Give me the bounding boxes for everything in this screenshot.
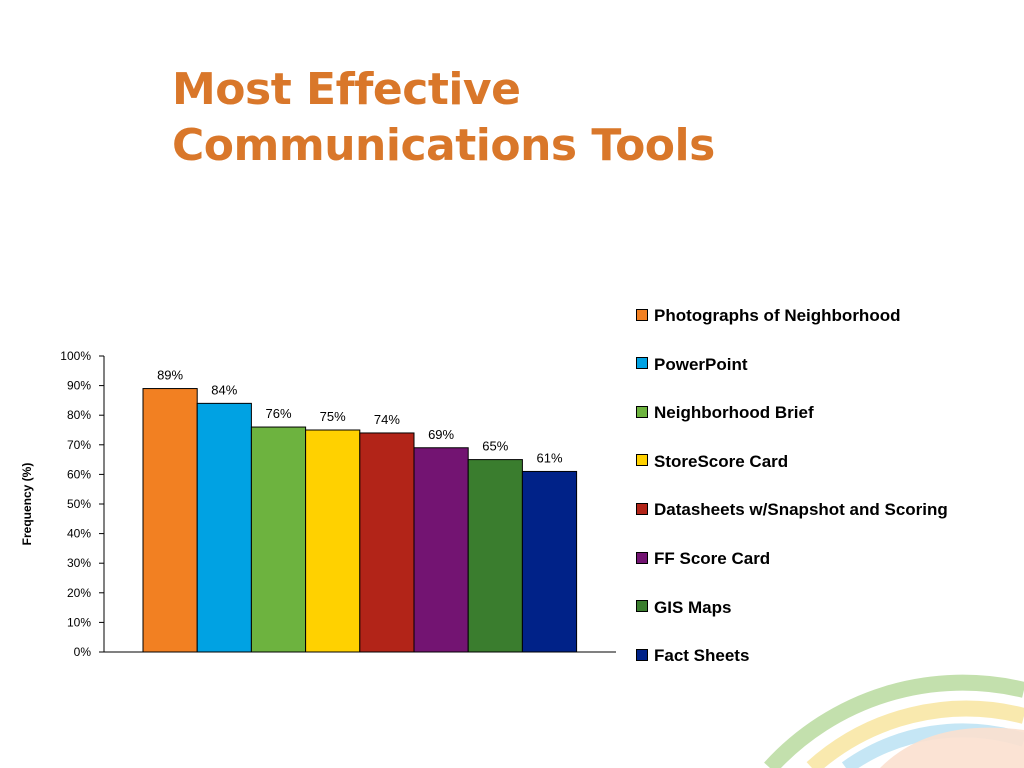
y-tick-label: 0% — [74, 645, 92, 659]
bar — [467, 459, 523, 653]
legend-label: Neighborhood Brief — [654, 403, 814, 423]
y-tick-label: 90% — [67, 379, 91, 393]
legend-item: GIS Maps — [636, 598, 731, 618]
bar-data-label: 65% — [482, 439, 508, 454]
y-tick-label: 10% — [67, 615, 91, 629]
deco-orange-shape — [880, 727, 1024, 768]
legend-item: Fact Sheets — [636, 646, 749, 666]
y-tick-label: 60% — [67, 467, 91, 481]
legend-swatch — [636, 454, 648, 467]
legend-item: Photographs of Neighborhood — [636, 306, 900, 326]
bar-data-label: 69% — [428, 427, 454, 442]
bar — [359, 432, 415, 653]
legend-swatch — [636, 357, 648, 370]
legend-swatch — [636, 405, 648, 418]
y-tick-label: 100% — [60, 349, 91, 363]
legend-swatch — [636, 600, 648, 613]
y-tick-label: 30% — [67, 556, 91, 570]
y-tick-label: 20% — [67, 586, 91, 600]
bar-data-label: 89% — [157, 368, 183, 383]
legend-swatch — [636, 551, 648, 564]
y-tick-label: 80% — [67, 408, 91, 422]
legend-label: PowerPoint — [654, 354, 748, 374]
y-tick-label: 50% — [67, 497, 91, 511]
title-line-1: Most Effective — [172, 64, 521, 115]
legend-item: Datasheets w/Snapshot and Scoring — [636, 500, 948, 520]
slide-title: Most Effective Communications Tools — [172, 62, 872, 174]
bar-data-label: 74% — [374, 412, 400, 427]
legend-item: Neighborhood Brief — [636, 403, 814, 423]
legend-label: StoreScore Card — [654, 451, 789, 471]
legend-swatch — [636, 502, 648, 515]
y-tick-label: 70% — [67, 438, 91, 452]
legend-label: Datasheets w/Snapshot and Scoring — [654, 500, 948, 520]
legend-label: GIS Maps — [654, 597, 732, 617]
bar-data-label: 84% — [211, 382, 237, 397]
bar — [413, 447, 469, 653]
deco-arc-green — [764, 674, 1024, 768]
bar-data-label: 76% — [265, 406, 291, 421]
legend-label: Photographs of Neighborhood — [654, 306, 901, 325]
bar — [521, 470, 578, 653]
bar — [142, 388, 198, 653]
bar — [305, 429, 361, 653]
legend-swatch — [636, 308, 648, 321]
deco-arc-yellow — [806, 700, 1024, 768]
y-tick-label: 40% — [67, 527, 91, 541]
legend-swatch — [636, 648, 648, 661]
legend-item: PowerPoint — [636, 355, 748, 375]
y-axis-title: Frequency (%) — [20, 463, 34, 546]
bar — [250, 426, 307, 653]
title-line-2: Communications Tools — [172, 120, 715, 171]
bar-data-label: 61% — [536, 450, 562, 465]
bar — [196, 402, 252, 653]
legend-item: StoreScore Card — [636, 452, 788, 472]
legend-label: Fact Sheets — [654, 646, 750, 666]
legend-item: FF Score Card — [636, 549, 770, 569]
bar-data-label: 75% — [320, 409, 346, 424]
legend-label: FF Score Card — [654, 549, 771, 568]
